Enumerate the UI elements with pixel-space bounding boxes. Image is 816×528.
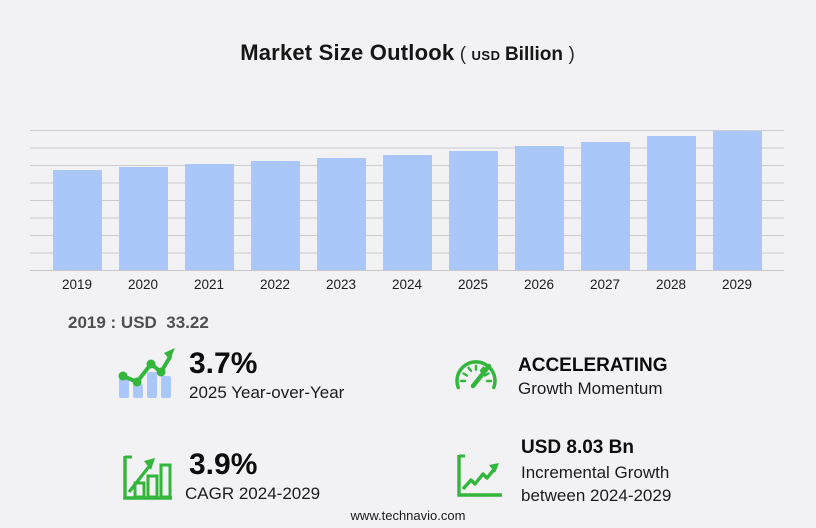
x-tick-2029: 2029 [721, 277, 753, 292]
incremental-label-line1: Incremental Growth [521, 463, 670, 482]
incremental-label-line2: between 2024-2029 [521, 486, 672, 505]
x-tick-2023: 2023 [325, 277, 357, 292]
bar-series [30, 125, 784, 270]
bar-2022 [250, 161, 300, 270]
plot-area [30, 125, 784, 271]
chart-title-currency: USD [471, 48, 501, 63]
chart-title-unit: Billion [504, 44, 563, 65]
bar-2026 [514, 146, 564, 270]
bar-chart-trend-icon [118, 348, 175, 398]
x-tick-2024: 2024 [391, 277, 423, 292]
momentum-value: ACCELERATING [518, 355, 668, 376]
x-axis: 2019 2020 2021 2022 2023 2024 2025 2026 2027 2028… [30, 277, 784, 292]
speedometer-icon [455, 360, 497, 390]
x-tick-2026: 2026 [523, 277, 555, 292]
yoy-label: 2025 Year-over-Year [189, 383, 345, 402]
bar-2019 [52, 169, 102, 270]
cagr-value: 3.9% [189, 448, 258, 481]
base-year-annotation: 2019 : USD 33.22 [68, 313, 209, 332]
x-tick-2027: 2027 [589, 277, 621, 292]
bar-2029 [712, 130, 762, 270]
x-tick-2022: 2022 [259, 277, 291, 292]
x-tick-2021: 2021 [193, 277, 225, 292]
bar-2028 [646, 136, 696, 270]
x-tick-2025: 2025 [457, 277, 489, 292]
x-tick-2028: 2028 [655, 277, 687, 292]
cagr-label: CAGR 2024-2029 [185, 484, 321, 503]
x-tick-2019: 2019 [61, 277, 93, 292]
yoy-value: 3.7% [189, 347, 258, 380]
chart-title-paren-open: ( [459, 44, 467, 65]
bar-2027 [580, 141, 630, 270]
bar-2020 [118, 167, 168, 270]
website-link: www.technavio.com [350, 508, 466, 523]
bar-2021 [184, 164, 234, 270]
bar-2025 [448, 150, 498, 270]
bar-2024 [382, 155, 432, 270]
incremental-value: USD 8.03 Bn [521, 437, 634, 458]
chart-title-paren-close: ) [568, 44, 575, 65]
line-growth-icon [457, 454, 502, 497]
momentum-label: Growth Momentum [518, 379, 663, 398]
x-tick-2020: 2020 [127, 277, 159, 292]
chart-title-main: Market Size Outlook [240, 40, 455, 65]
bar-2023 [316, 158, 366, 270]
chart-title: Market Size Outlook ( USD Billion ) [0, 40, 816, 66]
growth-bars-icon [123, 455, 172, 500]
